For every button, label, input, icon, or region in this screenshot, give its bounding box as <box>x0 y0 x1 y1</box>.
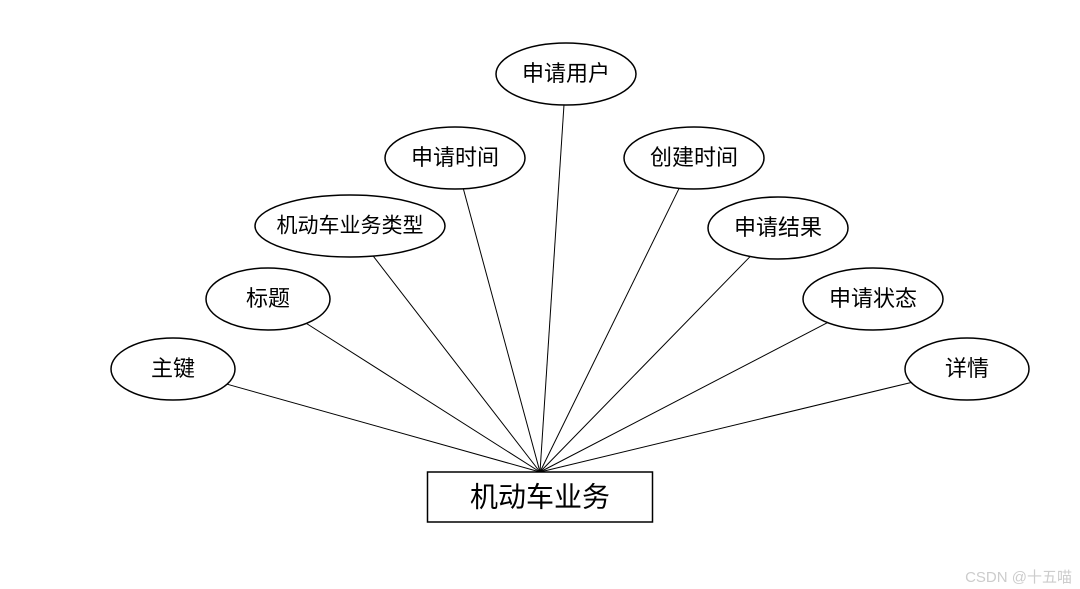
node-label-n5: 申请用户 <box>522 61 610 86</box>
edge-n2 <box>306 323 540 472</box>
edge-n1 <box>227 384 540 472</box>
node-n3: 机动车业务类型 <box>255 195 445 257</box>
node-n5: 申请用户 <box>496 43 636 105</box>
node-label-n6: 创建时间 <box>650 145 738 170</box>
watermark-text: CSDN @十五喵 <box>965 569 1072 586</box>
node-label-n3: 机动车业务类型 <box>277 215 424 238</box>
edge-n5 <box>540 105 564 472</box>
node-label-n4: 申请时间 <box>411 145 499 170</box>
edge-n9 <box>540 382 911 472</box>
edge-n7 <box>540 256 750 472</box>
node-label-n1: 主键 <box>151 356 195 381</box>
node-n8: 申请状态 <box>803 268 943 330</box>
edge-n4 <box>463 189 540 472</box>
node-label-n2: 标题 <box>246 286 290 311</box>
node-n9: 详情 <box>905 338 1029 400</box>
edge-n6 <box>540 188 679 472</box>
node-n2: 标题 <box>206 268 330 330</box>
node-label-n7: 申请结果 <box>734 215 822 240</box>
diagram-canvas: 机动车业务 主键 标题 机动车业务类型 申请时间 申请用户创建时间申请结果申请状态详情 CS… <box>0 0 1080 589</box>
node-n7: 申请结果 <box>708 197 848 259</box>
node-n4: 申请时间 <box>385 127 525 189</box>
center-node-label: 机动车业务 <box>470 481 610 512</box>
node-n1: 主键 <box>111 338 235 400</box>
node-label-n8: 申请状态 <box>829 286 917 311</box>
edge-n8 <box>540 323 828 472</box>
node-n6: 创建时间 <box>624 127 764 189</box>
edge-n3 <box>373 256 540 472</box>
node-label-n9: 详情 <box>945 356 989 381</box>
